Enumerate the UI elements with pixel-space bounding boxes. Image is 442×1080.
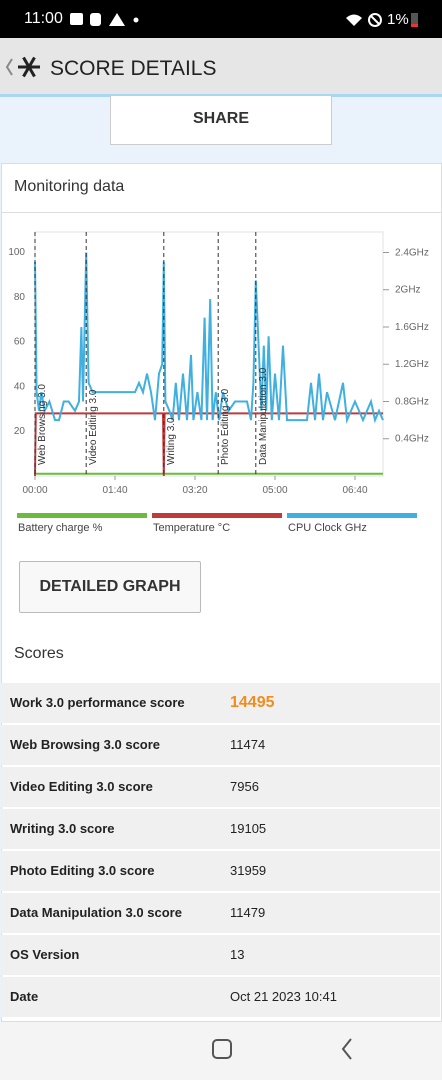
y-tick-label: 20 bbox=[14, 426, 26, 437]
series-line bbox=[34, 412, 383, 477]
legend-swatch bbox=[152, 513, 282, 518]
status-bar: 11:00 1% bbox=[0, 0, 442, 38]
share-button[interactable]: SHARE bbox=[110, 96, 332, 145]
legend-label: Battery charge % bbox=[18, 522, 103, 534]
score-row: Writing 3.0 score 19105 bbox=[1, 809, 440, 849]
legend-label: Temperature °C bbox=[153, 522, 230, 534]
score-label: Writing 3.0 score bbox=[10, 821, 115, 836]
y-tick-label: 60 bbox=[14, 337, 26, 348]
score-value: 11474 bbox=[230, 737, 266, 752]
legend-swatch bbox=[287, 513, 417, 518]
score-row: Photo Editing 3.0 score 31959 bbox=[1, 851, 440, 891]
nav-bar bbox=[0, 1022, 442, 1080]
y2-tick-label: 2.4GHz bbox=[395, 247, 429, 258]
header-title: SCORE DETAILS bbox=[50, 57, 217, 80]
score-row: Video Editing 3.0 score 7956 bbox=[1, 767, 440, 807]
score-row: OS Version 13 bbox=[1, 935, 440, 975]
y-tick-label: 40 bbox=[14, 381, 26, 392]
score-label: Work 3.0 performance score bbox=[10, 695, 185, 710]
y-tick-label: 100 bbox=[8, 247, 25, 258]
time: 11:00 bbox=[24, 10, 63, 27]
score-value: 7956 bbox=[230, 779, 259, 794]
x-tick-label: 06:40 bbox=[342, 485, 367, 496]
score-row: Web Browsing 3.0 score 11474 bbox=[1, 725, 440, 765]
score-row: Work 3.0 performance score 14495 bbox=[1, 683, 440, 723]
y2-tick-label: 1.2GHz bbox=[395, 359, 429, 370]
y2-tick-label: 0.8GHz bbox=[395, 396, 429, 407]
app-header: SCORE DETAILS bbox=[0, 38, 442, 97]
x-tick-label: 01:40 bbox=[102, 485, 127, 496]
score-value: 19105 bbox=[230, 821, 267, 836]
y2-tick-label: 0.4GHz bbox=[395, 434, 429, 445]
battery-icon bbox=[411, 13, 418, 27]
score-label: OS Version bbox=[10, 947, 80, 962]
series-line bbox=[34, 252, 384, 425]
score-value: Oct 21 2023 10:41 bbox=[230, 989, 337, 1004]
nav-icons bbox=[212, 1038, 352, 1060]
score-label: Photo Editing 3.0 score bbox=[10, 863, 155, 878]
battery-text: 1% bbox=[387, 11, 409, 28]
score-value: 11479 bbox=[230, 905, 266, 920]
y2-tick-label: 2GHz bbox=[395, 285, 421, 296]
marker-label: Video Editing 3.0 bbox=[88, 389, 99, 465]
detailed-graph-button[interactable]: DETAILED GRAPH bbox=[19, 561, 201, 613]
x-tick-label: 05:00 bbox=[262, 485, 287, 496]
wifi-dnd bbox=[346, 13, 382, 27]
x-tick-label: 03:20 bbox=[182, 485, 207, 496]
x-tick-label: 00:00 bbox=[22, 485, 47, 496]
back-snowflake-icon[interactable] bbox=[3, 56, 45, 82]
score-label: Web Browsing 3.0 score bbox=[10, 737, 161, 752]
divider bbox=[2, 212, 441, 213]
y-tick-label: 80 bbox=[14, 292, 26, 303]
score-value: 13 bbox=[230, 947, 245, 962]
marker-label: Writing 3.0 bbox=[166, 417, 177, 465]
legend-swatch bbox=[17, 513, 147, 518]
marker-label: Photo Editing 3.0 bbox=[220, 388, 231, 465]
section-title: Monitoring data bbox=[14, 178, 125, 195]
status-icons bbox=[70, 13, 139, 26]
score-row: Date Oct 21 2023 10:41 bbox=[1, 977, 440, 1017]
score-row: Data Manipulation 3.0 score 11479 bbox=[1, 893, 440, 933]
score-label: Video Editing 3.0 score bbox=[10, 779, 153, 794]
section-title: Scores bbox=[14, 645, 64, 662]
legend-label: CPU Clock GHz bbox=[288, 522, 367, 534]
score-value: 31959 bbox=[230, 863, 267, 878]
score-label: Data Manipulation 3.0 score bbox=[10, 905, 182, 920]
score-value: 14495 bbox=[230, 694, 275, 711]
y2-tick-label: 1.6GHz bbox=[395, 322, 429, 333]
marker-label: Web Browsing 3.0 bbox=[37, 384, 48, 465]
monitoring-chart: 20 40 60 80 100 0.4GHz 0.8GHz 1.2GHz 1.6GHz 2GHz 2… bbox=[8, 231, 429, 534]
score-label: Date bbox=[10, 989, 39, 1004]
marker-label: Data Manipulation 3.0 bbox=[258, 367, 269, 465]
